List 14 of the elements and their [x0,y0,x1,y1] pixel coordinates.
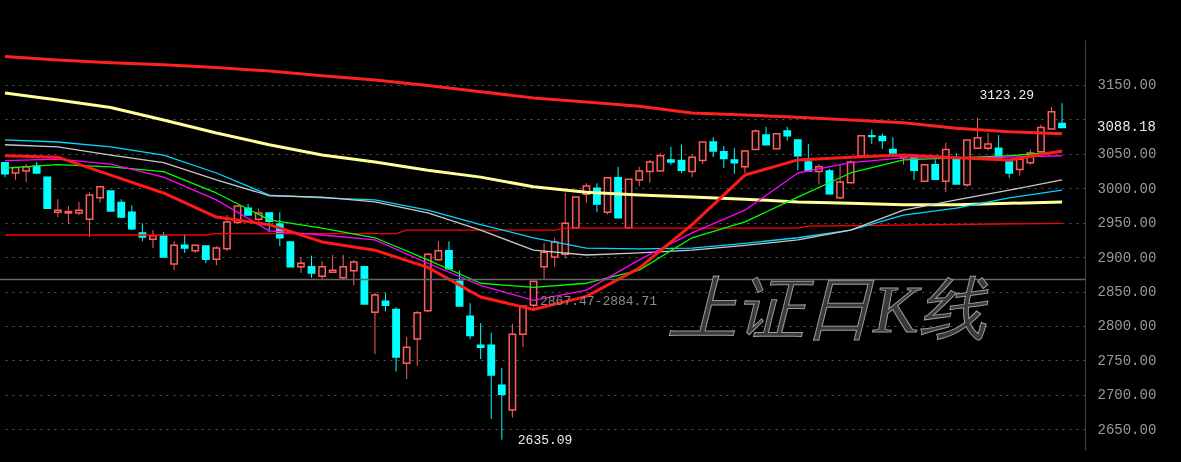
text: 3088.18 [1097,119,1156,136]
y-tick-label: 2650.00 [1097,421,1157,438]
y-tick-label: 2800.00 [1097,318,1157,335]
y-tick-label: 3050.00 [1097,146,1157,163]
y-tick-label: 2900.00 [1097,249,1157,266]
y-tick-label: 2700.00 [1097,387,1157,404]
annotation: 3123.29 [979,88,1035,104]
y-tick-label: 2850.00 [1097,284,1157,301]
text: 上证日K线 [669,271,989,347]
y-tick-label: 3150.00 [1097,77,1157,94]
y-tick-label: 2750.00 [1097,352,1157,369]
annotation: 2635.09 [517,432,573,448]
y-tick-label: 3000.00 [1097,180,1157,197]
y-tick-label: 2950.00 [1097,215,1157,232]
